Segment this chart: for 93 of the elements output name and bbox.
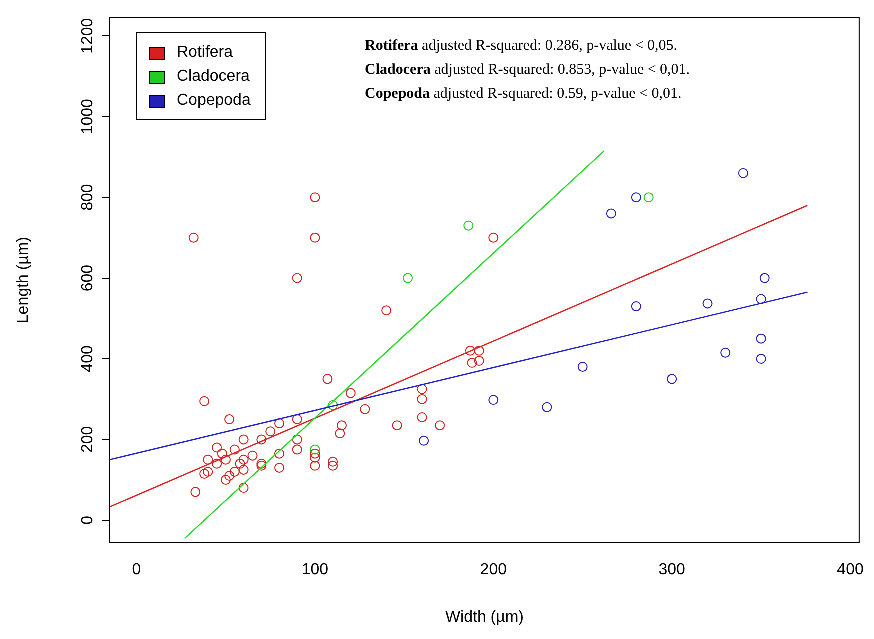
point — [474, 346, 484, 356]
point — [488, 395, 499, 406]
point — [230, 466, 240, 477]
point — [606, 208, 616, 219]
point — [702, 298, 713, 309]
point — [417, 394, 428, 404]
point — [322, 374, 333, 384]
x-tick-label: 200 — [480, 562, 508, 579]
legend-label: Copepoda — [177, 92, 251, 110]
point — [392, 420, 402, 431]
annotation: Cladocera adjusted R-squared: 0.853, p-value < 0,01. — [365, 62, 690, 78]
point — [402, 273, 413, 284]
y-tick-label: 0 — [79, 516, 96, 525]
point — [292, 434, 302, 445]
point — [336, 420, 347, 431]
point — [188, 232, 199, 243]
point — [760, 273, 770, 284]
legend-label: Cladocera — [177, 68, 250, 86]
legend-label: Rotifera — [177, 44, 234, 62]
y-axis-title: Length (µm) — [15, 237, 32, 324]
point — [238, 483, 249, 494]
point — [256, 434, 267, 445]
point — [224, 471, 235, 482]
point — [310, 444, 320, 455]
y-tick-label: 800 — [79, 184, 96, 211]
point — [328, 456, 338, 467]
point — [542, 402, 552, 412]
point — [310, 452, 320, 463]
point — [756, 334, 766, 344]
point — [631, 192, 642, 203]
y-tick-label: 600 — [79, 264, 96, 292]
x-tick-label: 100 — [302, 562, 329, 579]
x-tick-label: 0 — [132, 562, 142, 579]
point — [238, 464, 249, 475]
point — [419, 436, 430, 446]
point — [578, 362, 588, 372]
point — [417, 384, 428, 394]
annotation: Copepoda adjusted R-squared: 0.59, p-value < 0,01. — [365, 86, 682, 102]
x-axis-title: Width (µm) — [445, 608, 524, 626]
point — [465, 346, 476, 356]
point — [631, 302, 642, 312]
x-tick-label: 400 — [837, 562, 864, 579]
point — [417, 412, 428, 423]
point — [238, 454, 249, 465]
point — [464, 220, 474, 231]
point — [328, 460, 338, 471]
point — [190, 487, 201, 498]
point — [266, 426, 276, 437]
point — [220, 475, 231, 486]
point — [346, 388, 356, 398]
point — [335, 428, 346, 439]
point — [756, 354, 766, 364]
point — [382, 306, 392, 316]
point — [474, 356, 484, 366]
point — [274, 448, 285, 459]
point — [200, 469, 210, 479]
point — [738, 168, 748, 178]
point — [292, 273, 302, 284]
point — [200, 396, 210, 406]
point — [310, 232, 320, 243]
point — [310, 192, 320, 203]
point — [220, 454, 231, 465]
point — [238, 434, 249, 445]
point — [667, 374, 678, 384]
point — [644, 192, 654, 203]
point — [435, 420, 446, 431]
point — [467, 358, 478, 368]
y-tick-label: 1200 — [79, 18, 96, 54]
point — [217, 448, 228, 459]
point — [224, 414, 235, 425]
point — [488, 232, 499, 243]
point — [274, 418, 285, 429]
point — [360, 404, 370, 414]
annotation: Rotifera adjusted R-squared: 0.286, p-value < 0,05. — [365, 38, 678, 54]
point — [756, 294, 766, 304]
point — [292, 444, 302, 455]
point — [248, 450, 258, 461]
point — [310, 448, 320, 459]
point — [274, 462, 285, 473]
y-tick-label: 200 — [79, 426, 96, 454]
point — [230, 444, 240, 455]
point — [310, 460, 320, 471]
point — [203, 454, 214, 465]
y-tick-label: 1000 — [79, 98, 96, 135]
x-tick-label: 300 — [658, 562, 686, 579]
point — [720, 348, 731, 358]
point — [328, 400, 338, 410]
point — [292, 414, 302, 425]
y-tick-label: 400 — [79, 346, 96, 372]
point — [235, 458, 246, 469]
point — [212, 458, 222, 469]
point — [212, 442, 222, 453]
point — [203, 466, 214, 477]
